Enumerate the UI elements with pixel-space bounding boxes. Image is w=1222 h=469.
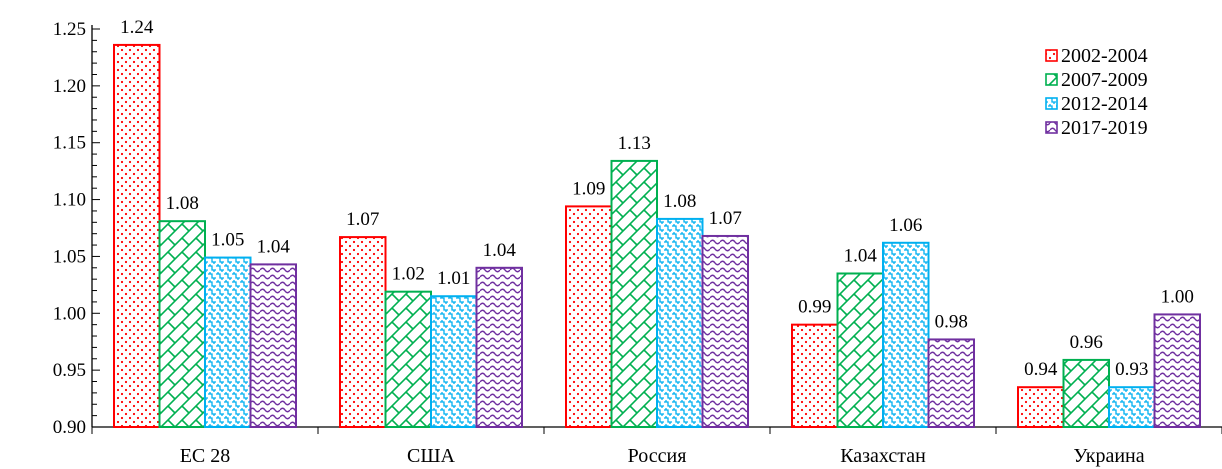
y-tick-label: 1.25 [53,19,86,40]
bar-2007-2009-Казахстан [836,272,884,428]
data-label: 0.96 [1070,332,1103,353]
data-labels-group: 1.24 1.08 1.05 1.04 1.07 1.02 1.01 1.04 1.09 1.13… [120,17,1194,380]
data-label: 0.93 [1115,359,1148,380]
bar-2002-2004-Украина [1017,386,1065,429]
legend-swatch [1045,73,1058,86]
x-category-label: ЕС 28 [180,445,231,467]
bar-2002-2004-США [339,236,387,428]
bar-2017-2019-Украина [1153,313,1201,428]
bar-2017-2019-Казахстан [927,338,975,428]
data-label: 1.04 [483,240,517,261]
legend-label: 2012-2014 [1061,93,1148,115]
bar-2007-2009-ЕС 28 [158,220,206,428]
y-axis: 0.90 0.95 1.00 1.05 1.10 1.15 1.20 1.25 [53,19,100,438]
data-label: 1.13 [618,133,651,154]
legend-label: 2002-2004 [1061,45,1148,67]
bar-2012-2014-Украина [1108,386,1156,429]
data-label: 0.94 [1024,359,1058,380]
x-category-label: Казахстан [840,445,926,467]
legend-swatch [1045,49,1058,62]
x-category-label: Украина [1073,445,1144,467]
x-category-label: Россия [628,445,687,467]
x-category-label: США [407,445,456,467]
bar-2002-2004-Казахстан [791,323,839,428]
data-label: 1.08 [663,191,696,212]
x-axis: ЕС 28 США Россия Казахстан Украина [91,426,1222,467]
bar-2002-2004-Россия [565,205,613,428]
bar-2017-2019-Россия [701,234,749,428]
data-label: 1.07 [346,209,379,230]
y-tick-label: 1.15 [53,133,86,154]
y-tick-label: 1.00 [53,303,86,324]
data-label: 1.01 [437,268,470,289]
legend-swatch [1045,121,1058,134]
bar-2012-2014-ЕС 28 [204,256,252,428]
y-tick-label: 0.95 [53,360,86,381]
data-label: 1.04 [844,245,878,266]
legend-label: 2007-2009 [1061,69,1148,91]
legend-label: 2017-2019 [1061,117,1148,139]
bar-series-group [113,43,1201,429]
y-tick-label: 1.10 [53,190,86,211]
bar-2017-2019-США [475,266,523,428]
data-label: 1.05 [211,230,244,251]
data-label: 1.08 [166,193,199,214]
data-label: 1.02 [392,264,425,285]
data-label: 1.24 [120,17,154,38]
bar-2007-2009-США [384,290,432,428]
bar-2012-2014-Казахстан [882,241,930,428]
data-label: 1.07 [709,208,742,229]
y-tick-label: 1.20 [53,76,86,97]
data-label: 0.98 [935,311,968,332]
y-tick-label: 0.90 [53,417,86,438]
y-tick-label: 1.05 [53,246,86,267]
bar-2002-2004-ЕС 28 [113,43,161,428]
bar-2017-2019-ЕС 28 [249,263,297,429]
legend-swatch [1045,97,1058,110]
data-label: 1.09 [572,178,605,199]
data-label: 1.06 [889,215,922,236]
bar-2012-2014-Россия [656,217,704,428]
bar-2007-2009-Украина [1062,358,1110,428]
data-label: 1.00 [1161,286,1194,307]
bar-2012-2014-США [430,295,478,428]
data-label: 1.04 [257,236,291,257]
data-label: 0.99 [798,297,831,318]
bar-2007-2009-Россия [610,159,658,428]
